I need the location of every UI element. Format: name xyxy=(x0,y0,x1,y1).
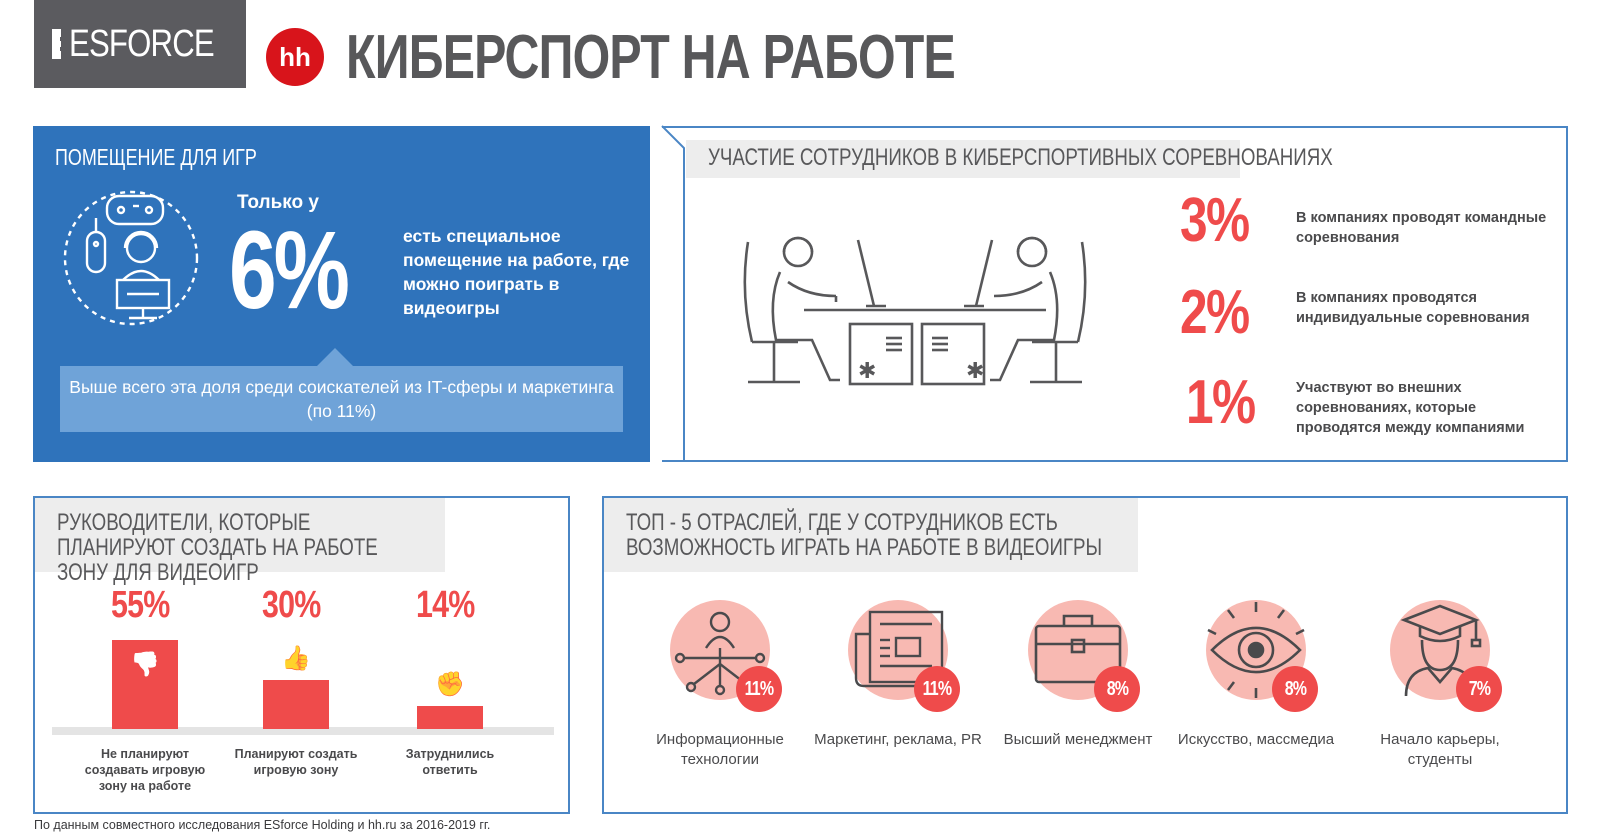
briefcase-icon xyxy=(1034,614,1122,684)
thumbs-up-icon: 👍 xyxy=(281,645,311,672)
industry-students-label: Начало карьеры, студенты xyxy=(1380,731,1500,768)
fist-icon: ✊ xyxy=(435,671,465,698)
participation-percent-team: 3% xyxy=(1180,186,1250,255)
participation-panel-edge xyxy=(661,125,690,462)
esforce-logo-mark-icon xyxy=(52,29,79,59)
bar-not-planning xyxy=(112,640,178,729)
svg-text:✱: ✱ xyxy=(966,358,984,383)
game-room-title: ПОМЕЩЕНИЕ ДЛЯ ИГР xyxy=(55,144,257,170)
bar-value-not-planning: 55% xyxy=(111,584,170,626)
industry-it-label: Информационные технологии xyxy=(656,731,784,768)
participation-text-individual: В компаниях проводятся индивидуальные со… xyxy=(1296,290,1530,326)
svg-text:✱: ✱ xyxy=(858,358,876,383)
participation-text-team: В компаниях проводят командные соревнова… xyxy=(1296,210,1547,246)
industry-it-percent: 11% xyxy=(736,666,782,712)
industries-title: ТОП - 5 ОТРАСЛЕЙ, ГДЕ У СОТРУДНИКОВ ЕСТЬ… xyxy=(604,498,1138,572)
participation-title: УЧАСТИЕ СОТРУДНИКОВ В КИБЕРСПОРТИВНЫХ СО… xyxy=(686,140,1333,178)
newspaper-icon xyxy=(854,610,944,688)
thumbs-down-icon: 👎 xyxy=(130,651,160,678)
industry-management-label: Высший менеджмент xyxy=(1003,731,1153,748)
game-room-only-label: Только у xyxy=(237,192,320,213)
bar-label-not-planning: Не планируют создавать игровую зону на р… xyxy=(84,747,206,793)
game-room-note: Выше всего эта доля среди соискателей из… xyxy=(60,366,623,432)
esforce-logo-text: ESFORCE xyxy=(69,22,215,65)
game-room-panel: ПОМЕЩЕНИЕ ДЛЯ ИГР Только у 6% есть специ… xyxy=(33,126,650,462)
participation-percent-external: 1% xyxy=(1186,368,1256,437)
participation-text-external: Участвуют во внешних соревнованиях, кото… xyxy=(1296,380,1525,436)
game-room-percent: 6% xyxy=(229,209,350,332)
chart-baseline xyxy=(52,727,554,735)
industry-art-label: Искусство, массмедиа xyxy=(1177,731,1335,748)
gamer-icon xyxy=(63,190,199,326)
note-pointer xyxy=(317,348,353,366)
footnote: По данным совместного исследования ESfor… xyxy=(34,818,491,832)
industry-marketing-percent: 11% xyxy=(914,666,960,712)
game-room-description: есть специальное помещение на работе, гд… xyxy=(403,226,630,318)
industry-management-percent: 8% xyxy=(1094,666,1140,712)
esforce-logo: ESFORCE xyxy=(34,0,246,88)
bar-value-planning: 30% xyxy=(262,584,321,626)
eye-icon xyxy=(1207,602,1305,698)
bar-undecided xyxy=(417,706,483,729)
bar-label-planning: Планируют создать игровую зону xyxy=(234,747,358,777)
industry-students-percent: 7% xyxy=(1456,666,1502,712)
bar-value-undecided: 14% xyxy=(416,584,475,626)
hh-logo: hh xyxy=(266,28,324,86)
page-title: КИБЕРСПОРТ НА РАБОТЕ xyxy=(346,23,956,92)
participation-percent-individual: 2% xyxy=(1180,278,1250,347)
bar-planning xyxy=(263,680,329,729)
managers-chart-title: РУКОВОДИТЕЛИ, КОТОРЫЕ ПЛАНИРУЮТ СОЗДАТЬ … xyxy=(35,498,445,585)
players-at-desks-icon: ✱ ✱ xyxy=(743,236,1087,386)
industry-marketing-label: Маркетинг, реклама, PR xyxy=(814,731,982,748)
bar-label-undecided: Затруднились ответить xyxy=(405,747,495,777)
industry-art-percent: 8% xyxy=(1272,666,1318,712)
